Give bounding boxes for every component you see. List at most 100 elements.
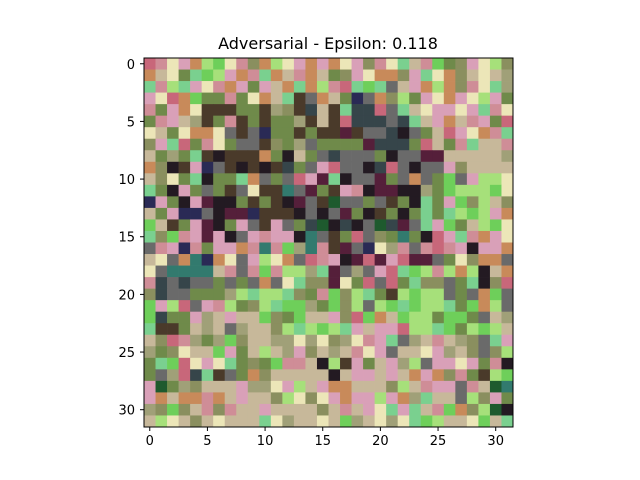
heatmap-cell — [374, 230, 387, 243]
heatmap-cell — [328, 323, 341, 336]
heatmap-cell — [397, 115, 410, 128]
heatmap-cell — [259, 58, 272, 70]
heatmap-cell — [420, 150, 433, 163]
heatmap-cell — [247, 173, 260, 186]
heatmap-cell — [328, 403, 341, 416]
heatmap-cell — [259, 403, 272, 416]
heatmap-cell — [236, 369, 249, 382]
heatmap-cell — [236, 380, 249, 393]
heatmap-cell — [386, 173, 399, 186]
heatmap-cell — [443, 288, 456, 301]
heatmap-cell — [144, 92, 156, 105]
heatmap-cell — [167, 311, 179, 324]
heatmap-cell — [178, 277, 191, 289]
heatmap-cell — [351, 311, 364, 324]
heatmap-cell — [340, 403, 352, 416]
heatmap-cell — [178, 207, 191, 220]
heatmap-cell — [455, 81, 468, 93]
heatmap-cell — [144, 115, 156, 128]
heatmap-cell — [178, 138, 191, 151]
heatmap-cell — [236, 184, 249, 197]
heatmap-cell — [305, 81, 318, 93]
heatmap-cell — [167, 150, 179, 163]
heatmap-cell — [236, 69, 249, 82]
heatmap-cell — [328, 69, 341, 82]
heatmap-cell — [443, 357, 456, 370]
heatmap-cell — [386, 300, 399, 313]
heatmap-cell — [455, 415, 468, 428]
heatmap-cell — [201, 242, 214, 255]
heatmap-cell — [409, 58, 422, 70]
heatmap-cell — [213, 392, 226, 405]
heatmap-cell — [397, 207, 410, 220]
heatmap-cell — [386, 161, 399, 174]
heatmap-cell — [420, 219, 433, 232]
heatmap-cell — [340, 334, 352, 347]
heatmap-cell — [432, 242, 445, 255]
heatmap-cell — [466, 104, 479, 117]
heatmap-cell — [213, 127, 226, 140]
heatmap-cell — [443, 403, 456, 416]
heatmap-cell — [478, 334, 491, 347]
heatmap-cell — [293, 207, 306, 220]
heatmap-cell — [374, 288, 387, 301]
heatmap-cell — [455, 161, 468, 174]
heatmap-cell — [305, 184, 318, 197]
heatmap-cell — [455, 58, 468, 70]
heatmap-cell — [213, 323, 226, 336]
heatmap-cell — [293, 392, 306, 405]
heatmap-cell — [489, 323, 502, 336]
heatmap-cell — [293, 415, 306, 428]
heatmap-cell — [374, 207, 387, 220]
heatmap-cell — [386, 369, 399, 382]
heatmap-cell — [201, 392, 214, 405]
heatmap-cell — [409, 104, 422, 117]
heatmap-cell — [144, 242, 156, 255]
heatmap-cell — [155, 184, 168, 197]
heatmap-cell — [259, 230, 272, 243]
heatmap-cell — [363, 369, 375, 382]
heatmap-cell — [247, 392, 260, 405]
heatmap-cell — [293, 104, 306, 117]
heatmap-cell — [432, 334, 445, 347]
heatmap-cell — [340, 173, 352, 186]
heatmap-cell — [466, 323, 479, 336]
heatmap-cell — [443, 115, 456, 128]
heatmap-cell — [466, 277, 479, 289]
heatmap-cell — [247, 58, 260, 70]
heatmap-cell — [363, 300, 375, 313]
heatmap-cell — [397, 219, 410, 232]
heatmap-cell — [247, 219, 260, 232]
heatmap-cell — [144, 219, 156, 232]
heatmap-cell — [432, 161, 445, 174]
heatmap-cell — [282, 392, 295, 405]
heatmap-cell — [270, 207, 283, 220]
heatmap-cell — [374, 265, 387, 278]
heatmap-cell — [501, 334, 514, 347]
heatmap-cell — [409, 288, 422, 301]
heatmap-cell — [259, 207, 272, 220]
heatmap-cell — [466, 254, 479, 266]
heatmap-cell — [178, 334, 191, 347]
heatmap-cell — [409, 161, 422, 174]
heatmap-cell — [420, 115, 433, 128]
heatmap-cell — [201, 277, 214, 289]
heatmap-cell — [236, 311, 249, 324]
heatmap-cell — [363, 288, 375, 301]
heatmap-cell — [178, 196, 191, 209]
heatmap-cell — [224, 403, 237, 416]
heatmap-cell — [501, 392, 514, 405]
heatmap-cell — [420, 277, 433, 289]
heatmap-cell — [466, 81, 479, 93]
x-tick-label: 10 — [257, 434, 274, 449]
heatmap-cell — [466, 242, 479, 255]
heatmap-cell — [432, 392, 445, 405]
heatmap-cell — [155, 69, 168, 82]
heatmap-cell — [328, 369, 341, 382]
heatmap-cell — [409, 323, 422, 336]
heatmap-cell — [259, 219, 272, 232]
x-tick-label: 20 — [372, 434, 389, 449]
heatmap-cell — [455, 369, 468, 382]
heatmap-cell — [293, 403, 306, 416]
heatmap-cell — [478, 58, 491, 70]
